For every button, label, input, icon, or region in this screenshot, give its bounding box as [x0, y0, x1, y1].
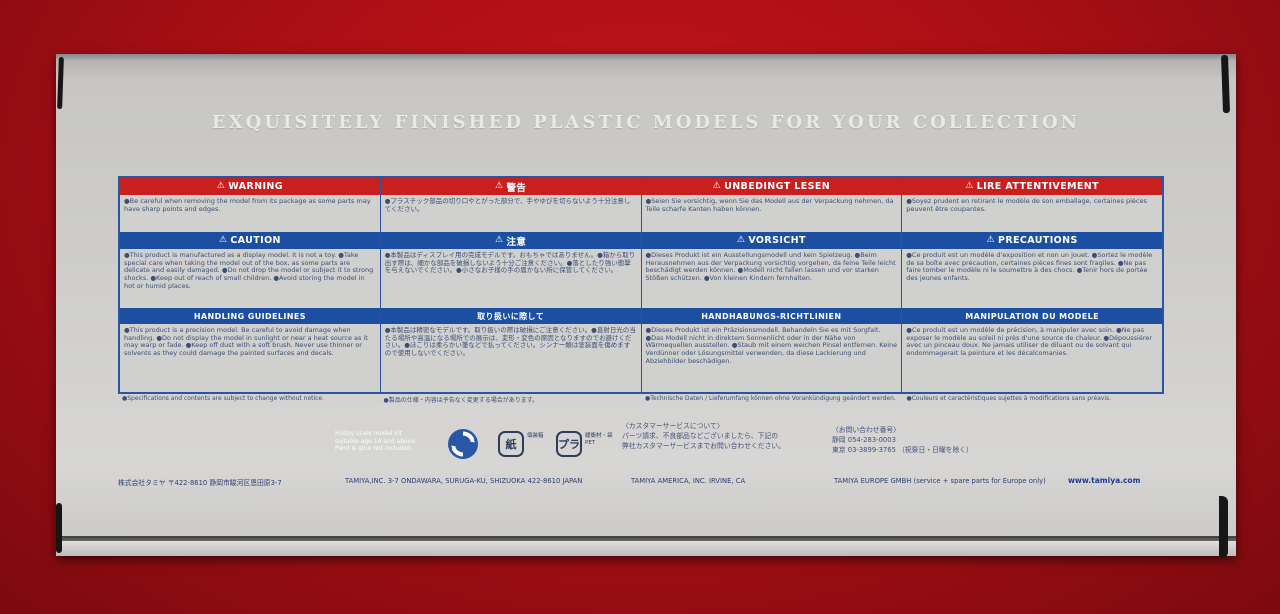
footnote-fr: ●Couleurs et caractéristiques sujettes à… — [906, 395, 1112, 402]
box-headline: EXQUISITELY FINISHED PLASTIC MODELS FOR … — [211, 112, 1081, 133]
warning-triangle-icon: ⚠ — [218, 235, 228, 245]
paper-recycle-note: 個装箱 — [527, 433, 544, 439]
paper-recycle-icon: 紙 — [498, 431, 524, 457]
caution-body-row: ●This product is manufactured as a displ… — [120, 249, 1162, 308]
warning-triangle-icon: ⚠ — [986, 235, 995, 245]
header-handling-de: HANDHABUNGS-RICHTLINIEN — [641, 308, 903, 324]
age-suitability-note: Hobby scale model kit suitable age 14 an… — [335, 430, 417, 452]
header-label: WARNING — [228, 181, 283, 192]
box-lid-crease — [56, 536, 1236, 541]
warning-header-row: ⚠ WARNING ⚠ 警告 ⚠ UNBEDINGT LESEN ⚠ LIRE … — [120, 178, 1162, 195]
handling-text-en: ●This product is a precision model. Be c… — [120, 324, 381, 392]
header-label: HANDHABUNGS-RICHTLINIEN — [701, 311, 842, 321]
header-label: PRECAUTIONS — [997, 235, 1078, 246]
header-label: CAUTION — [230, 235, 281, 246]
handling-text-de: ●Dieses Produkt ist ein Präzisionsmodell… — [642, 324, 903, 392]
header-caution-de: ⚠ VORSICHT — [641, 232, 903, 249]
header-warning-fr: ⚠ LIRE ATTENTIVEMENT — [902, 178, 1162, 195]
caution-text-fr: ●Ce produit est un modèle d'exposition e… — [906, 251, 1153, 282]
plastic-recycle-icon: プラ — [556, 431, 582, 457]
warning-triangle-icon: ⚠ — [494, 235, 504, 245]
header-caution-fr: ⚠ PRECAUTIONS — [902, 232, 1162, 249]
header-label: LIRE ATTENTIVEMENT — [976, 181, 1100, 192]
handling-body-row: ●This product is a precision model. Be c… — [120, 324, 1162, 392]
warning-text-jp: ●プラスチック部品の切り口やとがった部分で、手やゆびを切らないよう十分注意してく… — [381, 195, 642, 232]
warning-text-en: ●Be careful when removing the model from… — [120, 195, 381, 232]
header-label: UNBEDINGT LESEN — [724, 181, 831, 192]
handling-text-jp: ●本製品は精密なモデルです。取り扱いの際は破損にご注意ください。●直射日光の当た… — [381, 324, 642, 392]
warning-text-de: ●Seien Sie vorsichtig, wenn Sie das Mode… — [642, 195, 903, 232]
caution-text-jp: ●本製品はディスプレイ用の完成モデルです。おもちゃではありません。●箱から取り出… — [381, 249, 642, 308]
handling-header-row: HANDLING GUIDELINES 取り扱いに際して HANDHABUNGS… — [120, 308, 1162, 324]
header-handling-jp: 取り扱いに際して — [380, 308, 642, 324]
header-label: VORSICHT — [748, 235, 806, 246]
warning-triangle-icon: ⚠ — [736, 235, 746, 245]
website-url: www.tamiya.com — [1068, 476, 1141, 485]
header-warning-jp: ⚠ 警告 — [380, 178, 642, 195]
address-usa: TAMIYA AMERICA, INC. IRVINE, CA — [631, 477, 746, 485]
warning-triangle-icon: ⚠ — [965, 181, 974, 191]
inquiry-phone-numbers: 〈お問い合わせ番号〉 静岡 054-283-0003 東京 03-3899-37… — [832, 426, 973, 454]
caution-text-en: ●This product is manufactured as a displ… — [120, 249, 381, 308]
header-label: 注意 — [506, 236, 527, 248]
header-label: 警告 — [506, 182, 527, 194]
green-dot-recycle-icon — [448, 429, 478, 459]
warning-table: ⚠ WARNING ⚠ 警告 ⚠ UNBEDINGT LESEN ⚠ LIRE … — [118, 176, 1164, 394]
address-hq: TAMIYA,INC. 3-7 ONDAWARA, SURUGA-KU, SHI… — [345, 477, 583, 485]
warning-triangle-icon: ⚠ — [712, 181, 722, 191]
header-warning-de: ⚠ UNBEDINGT LESEN — [641, 178, 903, 195]
box-corner-edge-bottom-right — [1219, 496, 1228, 558]
handling-text-fr: ●Ce produit est un modèle de précision, … — [906, 326, 1153, 357]
header-label: MANIPULATION DU MODELE — [965, 311, 1099, 321]
header-handling-en: HANDLING GUIDELINES — [120, 308, 381, 324]
header-label: HANDLING GUIDELINES — [193, 311, 306, 321]
box-lid-flap — [56, 541, 1236, 556]
header-warning-en: ⚠ WARNING — [120, 178, 381, 195]
caution-header-row: ⚠ CAUTION ⚠ 注意 ⚠ VORSICHT ⚠ PRECAUTIONS — [120, 232, 1162, 249]
box-corner-edge-bottom-left — [56, 503, 62, 553]
warning-triangle-icon: ⚠ — [494, 181, 504, 191]
warning-triangle-icon: ⚠ — [216, 181, 226, 191]
caution-text-de: ●Dieses Produkt ist ein Ausstellungsmode… — [642, 249, 903, 308]
customer-service-note: 〈カスタマーサービスについて〉 パーツ請求、不良部品などございましたら、下記の … — [622, 422, 785, 450]
footnote-jp: ●製品の仕様・内容は予告なく変更する場合があります。 — [383, 397, 539, 404]
header-label: 取り扱いに際して — [477, 311, 545, 321]
address-japan: 株式会社タミヤ 〒422-8610 静岡市駿河区恩田原3-7 — [118, 479, 282, 487]
footnote-de: ●Technische Daten / Lieferumfang können … — [645, 395, 896, 402]
header-caution-en: ⚠ CAUTION — [120, 232, 381, 249]
footnote-en: ●Specifications and contents are subject… — [122, 395, 325, 402]
address-europe: TAMIYA EUROPE GMBH (service + spare part… — [834, 477, 1046, 485]
model-kit-box-back: EXQUISITELY FINISHED PLASTIC MODELS FOR … — [56, 54, 1236, 556]
warning-text-fr: ●Soyez prudent en retirant le modèle de … — [906, 197, 1147, 213]
footnote-row: ●Specifications and contents are subject… — [118, 395, 1164, 404]
header-caution-jp: ⚠ 注意 — [380, 232, 642, 249]
plastic-recycle-note: 緩衝材・袋 PET — [585, 433, 613, 446]
warning-body-row: ●Be careful when removing the model from… — [120, 195, 1162, 232]
header-handling-fr: MANIPULATION DU MODELE — [902, 308, 1162, 324]
